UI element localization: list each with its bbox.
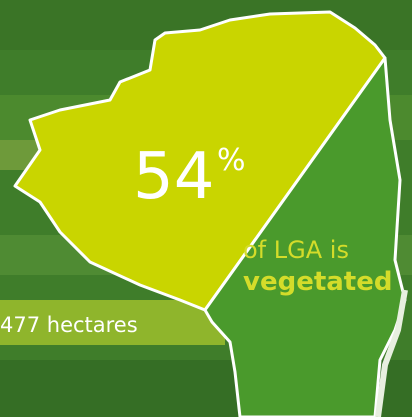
area-label: 477 hectares (0, 313, 138, 337)
other-region (203, 56, 407, 417)
area-bar (0, 300, 225, 345)
stat-number: 54 (133, 140, 214, 214)
caption-line: of LGA is (243, 236, 349, 264)
caption-line: vegetated (243, 267, 392, 297)
stat-unit: % (217, 143, 246, 178)
coastline (375, 289, 408, 417)
vegetated-region (13, 10, 387, 312)
